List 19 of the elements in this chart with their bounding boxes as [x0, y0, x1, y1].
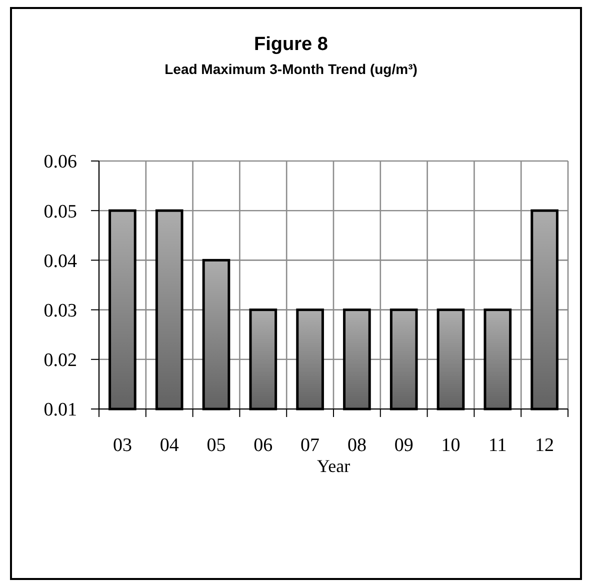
- x-tick-label: 12: [535, 435, 554, 456]
- x-tick-label: 06: [254, 435, 273, 456]
- x-axis-title: Year: [316, 456, 350, 476]
- x-tick-label: 11: [488, 435, 507, 456]
- x-tick-label: 04: [160, 435, 180, 456]
- y-tick-label: 0.03: [44, 300, 77, 322]
- y-tick-label: 0.04: [44, 250, 78, 272]
- chart-subtitle: Lead Maximum 3-Month Trend (ug/m³): [164, 61, 418, 77]
- chart-title: Figure 8: [254, 34, 328, 55]
- y-tick-label: 0.01: [44, 400, 77, 421]
- y-tick-label: 0.05: [44, 201, 77, 222]
- x-tick-label: 08: [347, 435, 366, 456]
- x-tick-label: 09: [394, 435, 414, 456]
- x-tick-label: 07: [300, 435, 320, 456]
- x-tick-label: 05: [206, 435, 226, 456]
- y-tick-label: 0.06: [44, 152, 77, 173]
- x-tick-label: 03: [112, 435, 132, 456]
- x-tick-label: 10: [441, 435, 460, 456]
- y-tick-label: 0.02: [44, 350, 77, 372]
